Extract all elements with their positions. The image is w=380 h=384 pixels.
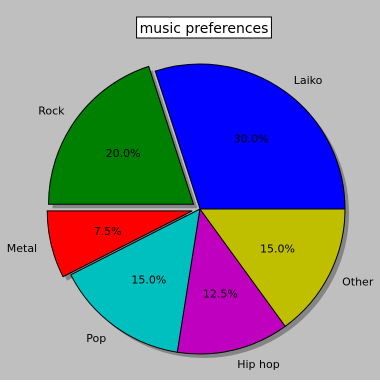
pie-category-label-other: Other [342, 275, 374, 288]
pie-slice-laiko [154, 63, 346, 210]
chart-title: music preferences [140, 21, 269, 37]
pie-percent-label-pop: 15.0% [131, 273, 166, 286]
pie-slice-rock [48, 65, 195, 205]
pie-category-label-rock: Rock [38, 105, 65, 118]
pie-category-label-metal: Metal [7, 242, 37, 255]
pie-slice-metal [46, 210, 193, 278]
pie-category-label-laiko: Laiko [294, 74, 323, 87]
pie-slice-hip-hop [176, 207, 286, 355]
pie-category-label-pop: Pop [86, 332, 106, 345]
pie-slice-pop [70, 208, 201, 353]
chart-title-box [136, 16, 272, 39]
pie-category-label-hip-hop: Hip hop [237, 358, 280, 371]
pie-percent-label-hip-hop: 12.5% [203, 288, 238, 301]
pie-percent-label-laiko: 30.0% [234, 133, 269, 146]
pie-percent-label-rock: 20.0% [106, 147, 141, 160]
pie-percent-label-metal: 7.5% [94, 225, 122, 238]
pie-slice-other [199, 208, 346, 328]
pie-label-layer: 30.0% Laiko 20.0% Rock 7.5% Metal 15.0% Pop 12.5… [7, 74, 374, 371]
chart-title-group: music preferences [136, 16, 272, 39]
pie-slice-layer [46, 63, 346, 355]
pie-percent-label-other: 15.0% [260, 242, 295, 255]
